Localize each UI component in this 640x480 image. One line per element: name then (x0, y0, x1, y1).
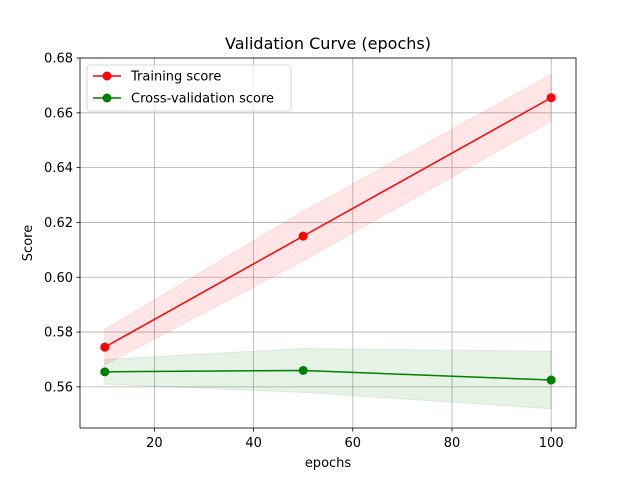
y-axis-ticks: 0.56 0.58 0.60 0.62 0.64 0.66 0.68 (44, 52, 80, 395)
x-tick-label: 20 (146, 436, 163, 451)
legend-training-label: Training score (130, 70, 221, 85)
chart-title: Validation Curve (epochs) (225, 34, 431, 53)
y-tick-label: 0.58 (44, 326, 73, 341)
x-tick-label: 80 (444, 436, 461, 451)
series-points (100, 93, 556, 385)
training-score-point (100, 342, 110, 352)
legend-cross-validation-label: Cross-validation score (131, 92, 274, 107)
legend-training-marker (102, 71, 112, 81)
y-tick-label: 0.56 (44, 380, 73, 395)
x-axis-ticks: 20 40 60 80 100 (146, 428, 564, 451)
y-tick-label: 0.66 (44, 106, 73, 121)
x-tick-label: 100 (539, 436, 564, 451)
y-axis-label: Score (21, 225, 36, 261)
y-tick-label: 0.68 (44, 52, 73, 67)
training-score-point (298, 231, 308, 241)
cross-validation-score-band (104, 348, 552, 410)
y-tick-label: 0.64 (44, 161, 73, 176)
y-tick-label: 0.60 (44, 271, 73, 286)
x-axis-label: epochs (305, 456, 352, 471)
cross-validation-score-point (100, 367, 110, 377)
cross-validation-score-point (298, 365, 308, 375)
confidence-bands (104, 73, 552, 410)
x-tick-label: 60 (345, 436, 362, 451)
x-tick-label: 40 (245, 436, 262, 451)
legend-box (86, 64, 292, 112)
plot-frame (79, 57, 577, 429)
cross-validation-score-point (546, 375, 556, 385)
training-score-point (546, 93, 556, 103)
training-score-band (104, 73, 552, 366)
legend: Training score Cross-validation score (86, 64, 292, 112)
legend-cross-validation-marker (102, 93, 112, 103)
y-tick-label: 0.62 (44, 216, 73, 231)
